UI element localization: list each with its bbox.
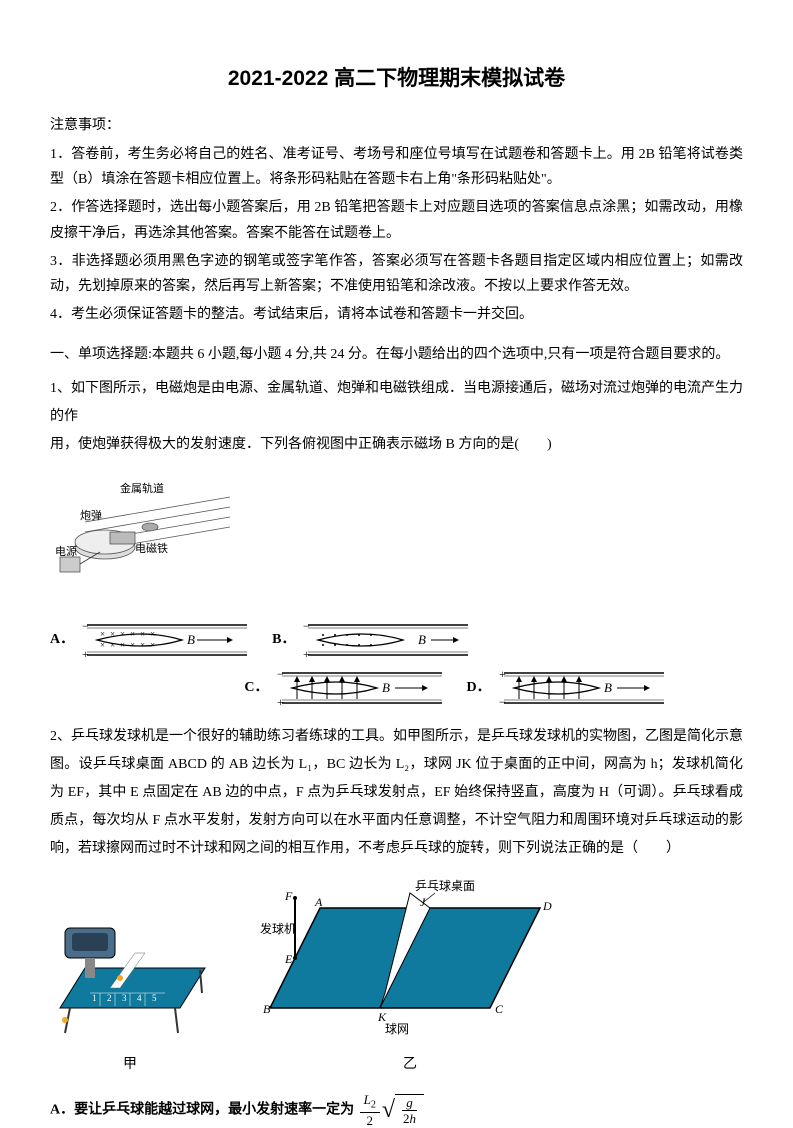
svg-text:×: × <box>120 629 125 639</box>
field-diagram-b: − + B <box>303 620 473 660</box>
fig-yi-wrapper: 乒乓球桌面 A B C D E F J K 发球机 球网 乙 <box>260 878 560 1077</box>
instruction-1: 1．答卷前，考生务必将自己的姓名、准考证号、考场号和座位号填写在试题卷和答题卡上… <box>50 142 743 192</box>
svg-text:B: B <box>418 632 426 647</box>
q1-options-row-1: A． − + ×××××× ×××××× B B． − + <box>50 620 743 660</box>
q1-option-b: B． − + B <box>272 620 473 660</box>
question-2: 2、乒乓球发球机是一个很好的辅助练习者练球的工具。如甲图所示，是乒乓球发球机的实… <box>50 723 743 863</box>
svg-text:×: × <box>100 640 105 650</box>
q2-optA-formula: L2 2 √ g 2h <box>358 1092 424 1128</box>
svg-text:−: − <box>82 620 89 633</box>
svg-text:×: × <box>130 629 135 639</box>
field-diagram-c: − + B <box>277 668 447 708</box>
svg-text:发球机: 发球机 <box>260 921 296 936</box>
q1-text-2: 用，使炮弹获得极大的发射速度．下列各俯视图中正确表示磁场 B 方向的是( ) <box>50 437 552 452</box>
svg-text:−: − <box>277 668 284 681</box>
svg-text:+: + <box>277 695 284 708</box>
option-a-label: A． <box>50 627 74 652</box>
svg-text:2: 2 <box>107 993 112 1003</box>
option-b-label: B． <box>272 627 295 652</box>
exam-title: 2021-2022 高二下物理期末模拟试卷 <box>50 60 743 98</box>
label-shell: 炮弹 <box>80 508 102 522</box>
svg-text:−: − <box>303 620 310 633</box>
svg-text:×: × <box>150 640 155 650</box>
svg-text:C: C <box>495 1002 504 1016</box>
instruction-3: 3．非选择题必须用黑色字迹的钢笔或签字笔作答，答案必须写在答题卡各题目指定区域内… <box>50 249 743 299</box>
q2-figures: 12345 甲 乒乓球桌面 A B C D E F J K 发球机 <box>50 878 743 1077</box>
q1-option-c: C． − + B <box>244 668 446 708</box>
label-rail: 金属轨道 <box>120 481 164 495</box>
q2-optA-text: A．要让乒乓球能越过球网，最小发射速率一定为 <box>50 1102 354 1117</box>
svg-text:×: × <box>110 640 115 650</box>
svg-text:3: 3 <box>122 993 127 1003</box>
svg-text:F: F <box>284 889 293 903</box>
svg-text:×: × <box>120 640 125 650</box>
svg-text:+: + <box>303 647 310 660</box>
svg-text:B: B <box>604 680 612 695</box>
svg-text:−: − <box>499 695 506 708</box>
svg-text:B: B <box>187 632 195 647</box>
table-tennis-machine-figure: 12345 <box>50 898 210 1038</box>
label-magnet: 电磁铁 <box>135 542 168 555</box>
option-d-label: D． <box>467 675 491 700</box>
svg-text:×: × <box>130 640 135 650</box>
table-schematic-figure: 乒乓球桌面 A B C D E F J K 发球机 球网 <box>260 878 560 1038</box>
fig-jia-wrapper: 12345 甲 <box>50 898 210 1077</box>
svg-text:×: × <box>110 629 115 639</box>
caption-yi: 乙 <box>260 1052 560 1077</box>
q1-option-a: A． − + ×××××× ×××××× B <box>50 620 252 660</box>
railgun-figure: 金属轨道 炮弹 电源 电磁铁 <box>50 477 250 587</box>
svg-text:4: 4 <box>137 993 142 1003</box>
q2-option-a: A．要让乒乓球能越过球网，最小发射速率一定为 L2 2 √ g 2h <box>50 1092 743 1128</box>
svg-text:5: 5 <box>152 993 157 1003</box>
svg-text:×: × <box>140 640 145 650</box>
q1-text-1: 1、如下图所示，电磁炮是由电源、金属轨道、炮弹和电磁铁组成．当电源接通后，磁场对… <box>50 381 743 424</box>
svg-text:D: D <box>542 899 552 913</box>
svg-text:+: + <box>82 647 89 660</box>
svg-text:×: × <box>100 629 105 639</box>
option-c-label: C． <box>244 675 268 700</box>
question-1: 1、如下图所示，电磁炮是由电源、金属轨道、炮弹和电磁铁组成．当电源接通后，磁场对… <box>50 375 743 459</box>
svg-text:J: J <box>420 895 426 909</box>
svg-text:球网: 球网 <box>385 1022 409 1036</box>
svg-text:+: + <box>499 668 506 681</box>
field-diagram-a: − + ×××××× ×××××× B <box>82 620 252 660</box>
section-1-heading: 一、单项选择题:本题共 6 小题,每小题 4 分,共 24 分。在每小题给出的四… <box>50 342 743 367</box>
label-power: 电源 <box>55 544 77 558</box>
instruction-2: 2．作答选择题时，选出每小题答案后，用 2B 铅笔把答题卡上对应题目选项的答案信… <box>50 195 743 245</box>
svg-text:乒乓球桌面: 乒乓球桌面 <box>415 879 475 893</box>
notice-label: 注意事项： <box>50 113 743 138</box>
svg-text:×: × <box>140 629 145 639</box>
q1-options-row-2: C． − + B D． + <box>50 668 743 708</box>
svg-text:B: B <box>382 680 390 695</box>
instruction-4: 4．考生必须保证答题卡的整洁。考试结束后，请将本试卷和答题卡一并交回。 <box>50 302 743 327</box>
svg-text:E: E <box>284 952 293 966</box>
svg-text:1: 1 <box>92 993 97 1003</box>
svg-text:×: × <box>150 629 155 639</box>
caption-jia: 甲 <box>50 1052 210 1077</box>
svg-text:A: A <box>314 895 323 909</box>
svg-text:B: B <box>263 1002 271 1016</box>
q1-option-d: D． + − B <box>467 668 669 708</box>
field-diagram-d: + − B <box>499 668 669 708</box>
